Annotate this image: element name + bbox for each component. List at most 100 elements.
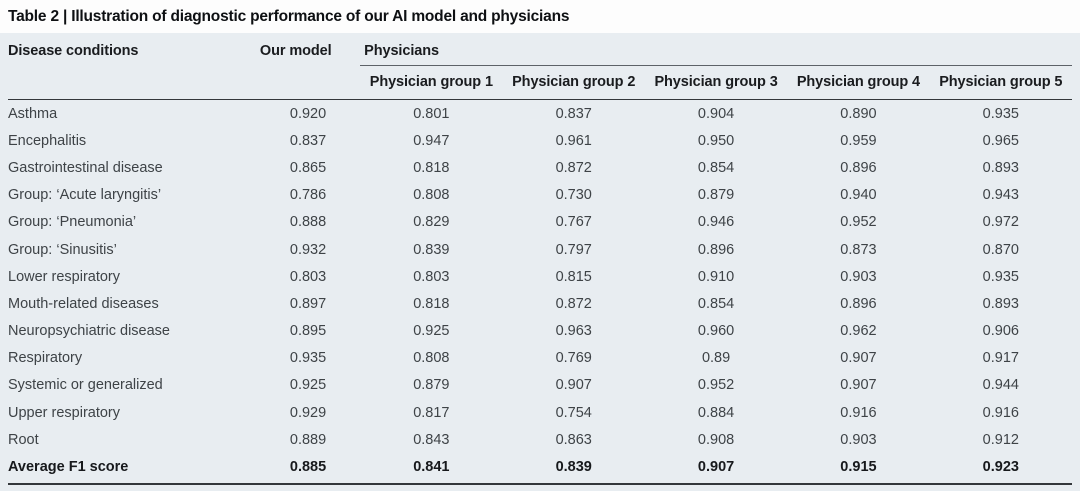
cell-our-model-score: 0.925	[289, 377, 327, 394]
cell-disease-condition: Group: ‘Sinusitis’	[8, 241, 117, 258]
cell-physician-group-2-score: 0.872	[555, 295, 592, 312]
cell-physician-group-4-score: 0.903	[840, 431, 877, 448]
cell-physician-group-1-score: 0.879	[413, 377, 450, 394]
cell-physician-group-5-score: 0.893	[982, 159, 1019, 176]
cell-physician-group-2-score: 0.815	[555, 268, 592, 285]
cell-physician-group-1-score: 0.808	[413, 187, 450, 204]
cell-physician-group-1-score: 0.839	[413, 241, 450, 258]
column-header-physician-group-2: Physician group 2	[502, 65, 645, 100]
cell-physician-group-4-score: 0.903	[840, 268, 877, 285]
cell-our-model-score: 0.786	[289, 187, 327, 204]
cell-physician-group-1-score: 0.808	[413, 350, 450, 367]
cell-physician-group-4-score: 0.952	[840, 214, 877, 231]
cell-physician-group-5-score: 0.944	[982, 377, 1019, 394]
cell-physician-group-4-score: 0.896	[840, 159, 877, 176]
table-header-row-groups: Physician group 1 Physician group 2 Phys…	[8, 65, 1072, 100]
cell-physician-group-1-score: 0.818	[413, 159, 450, 176]
cell-physician-group-5-score: 0.906	[982, 323, 1019, 340]
cell-physician-group-3-score: 0.896	[697, 241, 735, 258]
cell-our-model-score: 0.885	[289, 459, 327, 476]
cell-disease-condition: Lower respiratory	[8, 268, 121, 285]
cell-our-model-score: 0.803	[289, 268, 327, 285]
table-title-bar: Table 2 | Illustration of diagnostic per…	[0, 0, 1080, 33]
cell-physician-group-3-score: 0.950	[697, 132, 735, 149]
cell-our-model-score: 0.932	[289, 241, 327, 258]
table-body: Asthma 0.920 0.801 0.837 0.904 0.890 0.935 Ence…	[8, 100, 1072, 485]
cell-physician-group-1-score: 0.801	[413, 105, 450, 122]
table-row: Root 0.889 0.843 0.863 0.908 0.903 0.912	[8, 426, 1072, 453]
cell-disease-condition: Group: ‘Pneumonia’	[8, 214, 137, 231]
cell-physician-group-5-score: 0.972	[982, 214, 1019, 231]
cell-physician-group-1-score: 0.841	[413, 459, 450, 476]
table-header-row-primary: Disease conditions Our model Physicians	[8, 33, 1072, 100]
cell-physician-group-3-score: 0.910	[697, 268, 735, 285]
cell-physician-group-3-score: 0.884	[697, 404, 735, 421]
table-row: Neuropsychiatric disease 0.895 0.925 0.963 0…	[8, 318, 1072, 345]
table-container: Disease conditions Our model Physicians …	[0, 33, 1080, 491]
cell-physician-group-3-score: 0.952	[697, 377, 735, 394]
cell-physician-group-2-score: 0.963	[555, 323, 592, 340]
column-header-physician-group-4: Physician group 4	[787, 65, 930, 100]
column-header-our-model: Our model	[255, 33, 361, 100]
table-row: Respiratory 0.935 0.808 0.769 0.89 0.907 0.917	[8, 345, 1072, 372]
table-row: Group: ‘Pneumonia’ 0.888 0.829 0.767 0.946 0.…	[8, 209, 1072, 236]
cell-our-model-score: 0.865	[289, 159, 327, 176]
cell-physician-group-5-score: 0.912	[982, 431, 1019, 448]
cell-physician-group-4-score: 0.962	[840, 323, 877, 340]
column-header-physician-group-5: Physician group 5	[929, 65, 1072, 100]
cell-physician-group-3-score: 0.946	[697, 214, 735, 231]
table-header: Disease conditions Our model Physicians …	[8, 33, 1072, 100]
cell-disease-condition: Upper respiratory	[8, 404, 121, 421]
cell-physician-group-5-score: 0.893	[982, 295, 1019, 312]
table-row-average: Average F1 score 0.885 0.841 0.839 0.907 0.91…	[8, 453, 1072, 484]
cell-disease-condition: Average F1 score	[8, 459, 129, 476]
cell-disease-condition: Asthma	[8, 105, 58, 122]
cell-physician-group-5-score: 0.935	[982, 268, 1019, 285]
cell-disease-condition: Mouth-related diseases	[8, 295, 159, 312]
cell-disease-condition: Respiratory	[8, 350, 83, 367]
table-row: Encephalitis 0.837 0.947 0.961 0.950 0.959 0.9…	[8, 127, 1072, 154]
table-row: Upper respiratory 0.929 0.817 0.754 0.884 0.9…	[8, 399, 1072, 426]
cell-physician-group-4-score: 0.959	[840, 132, 877, 149]
cell-physician-group-4-score: 0.915	[840, 459, 877, 476]
table-row: Mouth-related diseases 0.897 0.818 0.872 0.8…	[8, 290, 1072, 317]
cell-our-model-score: 0.837	[289, 132, 327, 149]
cell-our-model-score: 0.929	[289, 404, 327, 421]
cell-physician-group-2-score: 0.961	[555, 132, 592, 149]
cell-physician-group-4-score: 0.890	[840, 105, 877, 122]
table-row: Group: ‘Sinusitis’ 0.932 0.839 0.797 0.896 0.…	[8, 236, 1072, 263]
diagnostic-performance-table: Disease conditions Our model Physicians …	[8, 33, 1072, 486]
cell-physician-group-2-score: 0.797	[555, 241, 592, 258]
cell-disease-condition: Root	[8, 431, 39, 448]
cell-physician-group-2-score: 0.754	[555, 404, 592, 421]
cell-physician-group-2-score: 0.730	[555, 187, 592, 204]
cell-our-model-score: 0.897	[289, 295, 327, 312]
cell-physician-group-3-score: 0.854	[697, 159, 735, 176]
cell-physician-group-4-score: 0.940	[840, 187, 877, 204]
cell-physician-group-1-score: 0.818	[413, 295, 450, 312]
cell-physician-group-4-score: 0.907	[840, 377, 877, 394]
cell-physician-group-3-score: 0.904	[697, 105, 735, 122]
cell-physician-group-1-score: 0.817	[413, 404, 450, 421]
cell-physician-group-2-score: 0.839	[555, 459, 592, 476]
table-row: Lower respiratory 0.803 0.803 0.815 0.910 0.9…	[8, 263, 1072, 290]
cell-physician-group-2-score: 0.769	[555, 350, 592, 367]
cell-physician-group-5-score: 0.943	[982, 187, 1019, 204]
cell-physician-group-3-score: 0.854	[697, 295, 735, 312]
cell-physician-group-2-score: 0.837	[555, 105, 592, 122]
cell-physician-group-5-score: 0.965	[982, 132, 1019, 149]
cell-physician-group-2-score: 0.767	[555, 214, 592, 231]
cell-physician-group-5-score: 0.923	[982, 459, 1019, 476]
cell-our-model-score: 0.888	[289, 214, 327, 231]
cell-physician-group-1-score: 0.843	[413, 431, 450, 448]
cell-disease-condition: Gastrointestinal disease	[8, 159, 163, 176]
column-header-physicians: Physicians	[360, 33, 1072, 66]
cell-physician-group-5-score: 0.916	[982, 404, 1019, 421]
cell-physician-group-1-score: 0.803	[413, 268, 450, 285]
cell-physician-group-1-score: 0.829	[413, 214, 450, 231]
cell-physician-group-3-score: 0.89	[701, 350, 731, 367]
column-header-physician-group-3: Physician group 3	[644, 65, 788, 100]
cell-physician-group-2-score: 0.863	[555, 431, 592, 448]
cell-physician-group-1-score: 0.925	[413, 323, 450, 340]
cell-physician-group-5-score: 0.935	[982, 105, 1019, 122]
